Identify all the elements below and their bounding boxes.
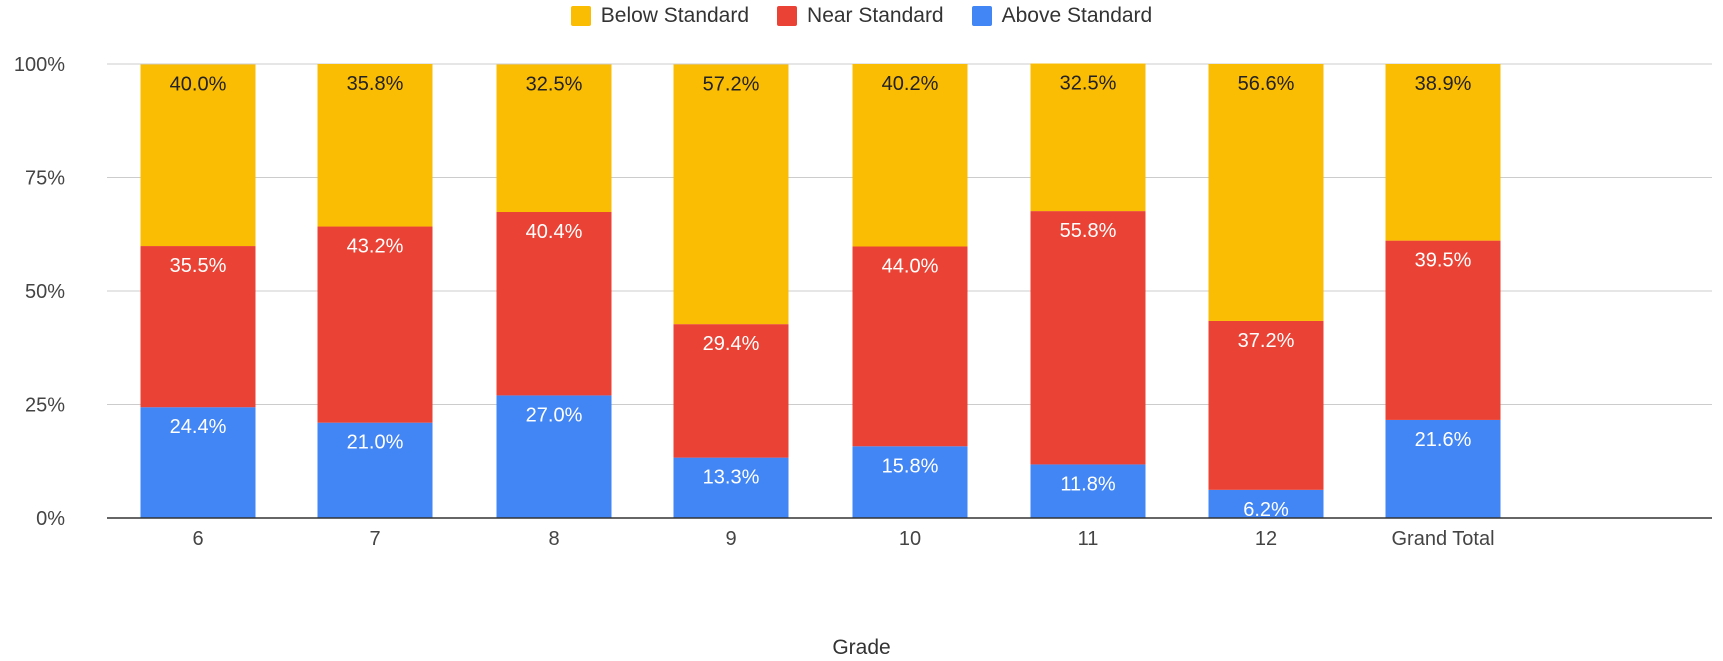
bar-segment	[1208, 320, 1324, 490]
bar-segment	[852, 64, 968, 247]
legend-swatch-near-standard	[777, 6, 798, 26]
data-label: 35.8%	[347, 73, 404, 95]
bar-segment	[140, 246, 256, 408]
bar-segment	[317, 226, 433, 423]
bar-segment	[1030, 211, 1146, 465]
bar-segment	[1208, 64, 1324, 321]
bar-segment	[1030, 63, 1146, 212]
data-label: 40.4%	[526, 221, 583, 243]
x-tick-label: 9	[725, 528, 736, 550]
x-tick-label: 10	[899, 528, 921, 550]
legend-swatch-below-standard	[570, 6, 591, 26]
data-label: 32.5%	[526, 73, 583, 95]
y-tick-label: 0%	[36, 508, 65, 530]
data-label: 39.5%	[1415, 250, 1472, 272]
bar-segment	[1385, 240, 1501, 420]
legend-swatch-above-standard	[971, 6, 992, 26]
data-label: 21.0%	[347, 432, 404, 454]
data-label: 27.0%	[526, 404, 583, 426]
data-label: 29.4%	[703, 333, 760, 355]
data-label: 21.6%	[1415, 429, 1472, 451]
bar-segment	[140, 407, 256, 518]
bar-segment	[140, 64, 256, 247]
legend-label-below-standard: Below Standard	[600, 4, 750, 27]
data-label: 55.8%	[1060, 220, 1117, 242]
x-tick-label: 7	[369, 528, 380, 550]
x-tick-label: Grand Total	[1391, 528, 1494, 550]
x-tick-label: 6	[192, 528, 203, 550]
bar-segment	[673, 64, 789, 325]
bar-segment	[317, 64, 433, 227]
bar-segment	[1385, 64, 1501, 241]
x-tick-label: 12	[1255, 528, 1277, 550]
y-tick-label: 75%	[25, 168, 65, 190]
bar-segment	[1385, 419, 1501, 518]
data-label: 56.6%	[1238, 73, 1295, 95]
legend-label-above-standard: Above Standard	[1001, 4, 1153, 27]
x-tick-label: 11	[1078, 528, 1099, 550]
y-tick-label: 25%	[25, 395, 65, 417]
data-label: 13.3%	[703, 467, 760, 489]
legend-item-above-standard[interactable]: Above Standard	[971, 4, 1153, 28]
data-label: 57.2%	[703, 73, 760, 95]
data-label: 6.2%	[1243, 499, 1289, 521]
data-label: 44.0%	[882, 256, 939, 278]
bar-segment	[496, 212, 612, 396]
bar-segment	[496, 395, 612, 518]
bar-segment	[673, 324, 789, 458]
bar-segment	[317, 422, 433, 518]
chart-legend: Below Standard Near Standard Above Stand…	[0, 4, 1723, 28]
data-label: 37.2%	[1238, 330, 1295, 352]
data-label: 24.4%	[170, 416, 227, 438]
data-label: 35.5%	[170, 255, 227, 277]
data-label: 40.0%	[170, 73, 227, 95]
bar-segment	[673, 457, 789, 518]
data-label: 38.9%	[1415, 73, 1472, 95]
bar-segment	[1030, 464, 1146, 518]
y-tick-label: 100%	[14, 54, 65, 76]
bar-segment	[496, 64, 612, 213]
legend-item-below-standard[interactable]: Below Standard	[570, 4, 750, 28]
data-label: 32.5%	[1060, 73, 1117, 95]
bar-segment	[852, 246, 968, 447]
bar-segment	[852, 446, 968, 518]
data-label: 15.8%	[882, 455, 939, 477]
y-tick-label: 50%	[25, 281, 65, 303]
x-tick-label: 8	[548, 528, 559, 550]
data-label: 40.2%	[882, 73, 939, 95]
x-axis-title: Grade	[832, 636, 891, 659]
data-label: 11.8%	[1060, 473, 1115, 495]
data-label: 43.2%	[347, 236, 404, 258]
legend-label-near-standard: Near Standard	[807, 4, 944, 27]
bar-segment	[1208, 489, 1324, 518]
legend-item-near-standard[interactable]: Near Standard	[777, 4, 944, 28]
